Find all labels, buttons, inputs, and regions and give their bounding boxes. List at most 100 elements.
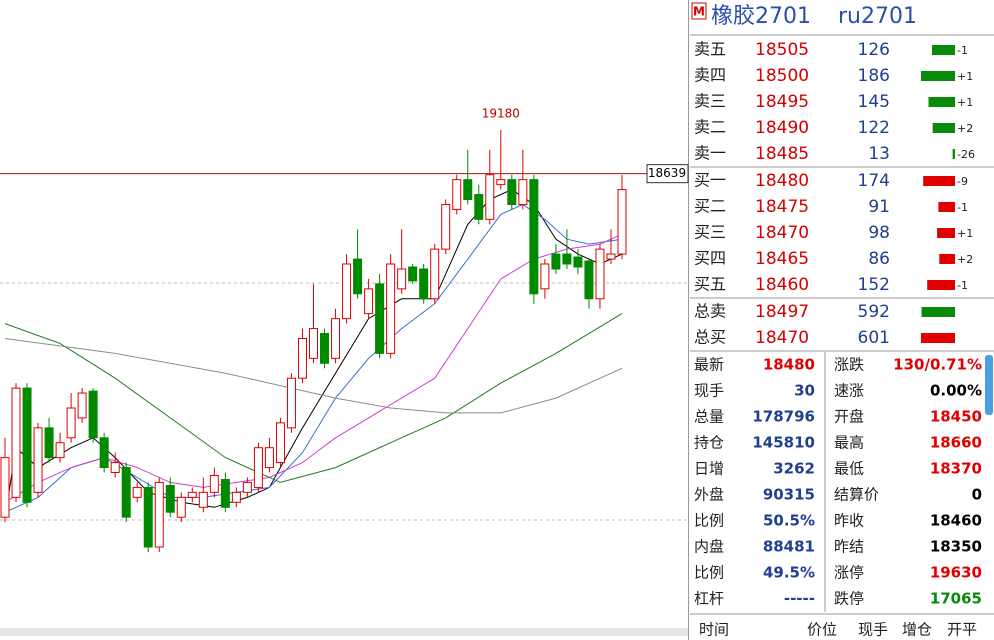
candle-body (529, 179, 539, 295)
stat-value: 178796 (752, 408, 815, 426)
candle-body (77, 392, 87, 419)
book-volume: 145 (858, 92, 890, 112)
scrollbar[interactable] (0, 628, 688, 636)
candle-body (353, 258, 363, 295)
book-price: 18490 (755, 118, 809, 138)
stat-label: 最高 (834, 434, 864, 452)
candle-body (573, 256, 583, 268)
candle-body (496, 179, 506, 186)
instrument-name: 橡胶2701 (711, 4, 811, 29)
candle-body (551, 253, 561, 270)
book-change: +1 (957, 227, 973, 240)
candle-body (419, 268, 429, 300)
stat-label: 杠杆 (694, 590, 724, 608)
stat-label: 比例 (694, 564, 724, 582)
candle-body (99, 437, 109, 469)
candle-body (474, 194, 484, 220)
stat-value: 18370 (930, 460, 982, 478)
book-label: 买二 (694, 197, 726, 216)
book-volume: 126 (858, 40, 890, 60)
candle-body (540, 263, 550, 290)
candle-body (11, 387, 21, 498)
candle-body (66, 407, 76, 439)
stat-value: 30 (794, 382, 815, 400)
book-price: 18470 (755, 328, 809, 348)
book-price: 18485 (755, 144, 809, 164)
book-price: 18475 (755, 197, 809, 217)
column-header: 增仓 (902, 621, 932, 639)
stat-label: 日增 (694, 460, 724, 478)
book-change: +1 (957, 96, 973, 109)
book-price: 18495 (755, 92, 809, 112)
candle-body (606, 253, 616, 260)
book-price: 18465 (755, 249, 809, 269)
candle-body (297, 337, 307, 379)
book-change: -1 (957, 44, 968, 57)
candle-body (430, 248, 440, 300)
stat-label: 内盘 (694, 538, 724, 556)
candle-body (617, 189, 627, 255)
volume-bar (939, 254, 955, 264)
volume-bar (921, 71, 955, 81)
candle-body (231, 491, 241, 503)
book-change: +1 (957, 70, 973, 83)
book-label: 卖五 (694, 40, 726, 59)
badge-box (691, 2, 707, 20)
book-price: 18470 (755, 223, 809, 243)
book-volume: 98 (868, 223, 890, 243)
candle-body (320, 332, 330, 364)
candle-body (441, 204, 451, 250)
stat-value: ----- (784, 590, 815, 608)
book-price: 18460 (755, 275, 809, 295)
stat-label: 速涨 (834, 382, 864, 400)
stat-value: 145810 (752, 434, 815, 452)
stat-value: 0 (972, 486, 982, 504)
candle-body (22, 387, 32, 503)
side-scroll[interactable] (985, 355, 993, 415)
candle-body (176, 496, 186, 518)
stat-label: 持仓 (694, 434, 724, 452)
stat-label: 最新 (694, 356, 724, 374)
book-volume: 174 (858, 171, 890, 191)
candle-body (121, 467, 131, 518)
candle-body (386, 263, 396, 354)
stat-value: 17065 (930, 590, 982, 608)
candle-body (275, 422, 285, 464)
book-change: -1 (957, 279, 968, 292)
candle-body (132, 486, 142, 498)
candle-body (198, 491, 208, 508)
candle-body (187, 491, 197, 498)
stat-value: 50.5% (763, 512, 815, 530)
volume-bar (931, 45, 955, 55)
candle-body (264, 447, 274, 469)
book-label: 买三 (694, 223, 726, 242)
quote-panel: 卖五 18505 126 -1 卖四 18500 186 +1 卖三 18495 145 +1 卖二 18… (694, 40, 982, 639)
candle-body (562, 253, 572, 265)
candle-body (220, 479, 230, 508)
book-volume: 152 (858, 275, 890, 295)
book-volume: 13 (868, 144, 890, 164)
price-line-label: 18639 (648, 166, 686, 180)
stat-value: 88481 (763, 538, 815, 556)
book-volume: 186 (858, 66, 890, 86)
candle-body (507, 179, 517, 206)
stat-label: 总量 (694, 408, 724, 426)
candle-body (397, 268, 407, 290)
candle-body (595, 248, 605, 300)
candle-body (286, 377, 296, 429)
book-change: -9 (957, 175, 968, 188)
book-change: -1 (957, 201, 968, 214)
candle-body (584, 260, 594, 300)
book-label: 总买 (694, 328, 726, 347)
stat-value: 18350 (930, 538, 982, 556)
candle-body (33, 427, 43, 493)
candle-body (110, 462, 120, 473)
candle-body (331, 318, 341, 359)
stat-value: 130/0.71% (893, 356, 982, 374)
candle-body (518, 179, 528, 206)
stat-value: 3262 (773, 460, 815, 478)
stat-label: 比例 (694, 512, 724, 530)
book-label: 卖二 (694, 118, 726, 137)
column-header: 开平 (947, 621, 977, 639)
candle-body (408, 266, 418, 282)
